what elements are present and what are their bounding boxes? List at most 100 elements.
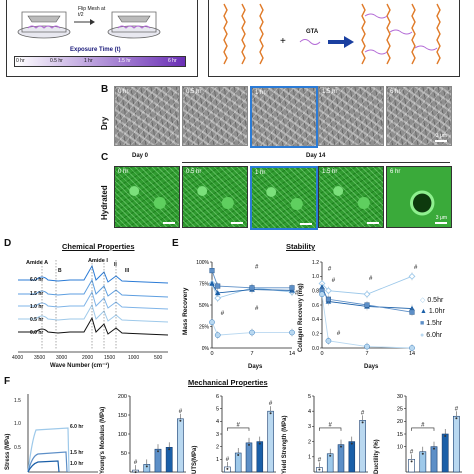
stability-legend: ◇ 0.5hr ▲ 1.0hr ■ 1.5hr ● 6.0hr [420, 296, 472, 344]
sem-tile-label: 1 hr [255, 90, 266, 96]
data-point [329, 454, 332, 457]
mesh-dish-illustration [17, 11, 161, 39]
hydrated-tile-label: 1 hr [255, 170, 266, 176]
sem-tile-label: 0 hr [118, 89, 129, 95]
significance-hash: # [269, 401, 273, 407]
sem-tile-label: 6 hr [390, 89, 401, 95]
exposure-tick-3: 1.5 hr [118, 58, 131, 64]
bar [165, 446, 173, 473]
stress-curve-1.5hr [27, 451, 68, 473]
sem-tile-6hr: 6 hr 3 μm [386, 86, 452, 146]
significance-hash: # [221, 311, 225, 317]
hydrated-tile-1.5hr: 1.5 hr [318, 166, 384, 228]
bar [408, 459, 415, 473]
sem-tile-1hr: 1 hr [250, 86, 318, 148]
exposure-time-label: Exposure Time (t) [70, 47, 121, 53]
data-point [289, 285, 295, 291]
stress-strain-chart [27, 394, 98, 473]
data-point [269, 412, 272, 415]
data-point [340, 445, 342, 448]
significance-bracket [227, 427, 250, 431]
ftir-xlabel: Wave Number (cm⁻¹) [50, 363, 110, 369]
exposure-tick-0: 0 hr [16, 58, 25, 64]
y-tick-label: 150 [118, 413, 127, 419]
panel-a: Flip Mesh at t/2 Exposure Time (t) 0 hr … [0, 0, 474, 78]
y-tick-label: 20 [397, 419, 403, 425]
stability-title: Stability [286, 242, 316, 251]
bar [267, 410, 274, 473]
significance-hash: # [414, 265, 418, 271]
curve-label-1hr: 1.0 hr [70, 461, 84, 467]
ftir-xtick-500: 500 [154, 355, 163, 361]
series-line [321, 290, 413, 313]
sem-scale-bar [435, 140, 447, 142]
data-point [325, 337, 332, 344]
significance-hash: # [328, 267, 332, 273]
significance-hash: # [255, 306, 259, 312]
data-point [249, 285, 255, 291]
y-tick-label: 3 [308, 424, 311, 430]
x-tick-label: 0 [210, 351, 213, 357]
scale-bar [367, 222, 379, 224]
y-tick-label: 1.2 [312, 260, 319, 266]
data-point [209, 319, 215, 326]
collagen-recovery-ylabel: Collagen Recovery (mg) [298, 283, 304, 352]
stress-curve-1hr [27, 460, 60, 473]
legend-marker-circle-icon: ● [420, 332, 425, 339]
data-point [289, 329, 295, 336]
data-point [410, 460, 413, 463]
significance-hash: # [179, 409, 183, 415]
bar [256, 441, 264, 473]
y-tick-label: 4 [216, 419, 219, 425]
y-tick-label: 0.2 [312, 331, 319, 337]
ftir-spectra-chart [18, 260, 169, 353]
y-tick-label: 0.0 [312, 346, 319, 352]
data-point [214, 332, 221, 338]
y-tick-label: 50 [121, 451, 127, 457]
data-point [145, 465, 148, 468]
ftir-trace-label-6hr: 6.0 hr [30, 277, 44, 283]
mass-recovery-xlabel: Days [248, 364, 263, 370]
panel-a-right-box [208, 0, 460, 77]
ftir-trace-line [18, 278, 169, 298]
significance-hash: # [134, 460, 138, 466]
crosslink-chemistry-illustration: + [223, 3, 441, 65]
y-tick-label: 15 [397, 432, 403, 438]
ftir-trace-line [18, 316, 169, 336]
panel-e-letter: E [172, 238, 179, 249]
bar [441, 433, 449, 473]
ftir-xtick-4000: 4000 [12, 355, 24, 361]
ductility-ylabel: Ductility (%) [374, 439, 380, 474]
panel-b-letter: B [101, 84, 109, 95]
y-tick-label: 1.0 [312, 274, 319, 280]
y-tick-label: 0.4 [312, 317, 319, 323]
mass-recovery-chart: 100% 75% 50% 25% 0%0 7 14 # # # # [196, 260, 298, 357]
sem-tile-0hr: 0 hr [114, 86, 180, 146]
ftir-trace-label-0hr: 0.0 hr [30, 330, 44, 336]
series-line [321, 294, 413, 349]
significance-hash: # [410, 449, 414, 455]
collagen-recovery-xlabel: Days [364, 364, 379, 370]
y-tick-label: 50% [199, 303, 210, 309]
exposure-tick-1: 0.5 hr [50, 58, 63, 64]
data-point [226, 467, 229, 470]
x-tick-label: 0 [320, 351, 323, 357]
data-point [319, 291, 325, 298]
yield-strength-bar-chart: 5 4 3 2 1 # # # [308, 394, 368, 473]
y-tick-label: 4 [308, 409, 311, 415]
series-line [211, 270, 292, 289]
hydrated-tile-label: 6 hr [390, 169, 401, 175]
hydrated-tile-label: 1.5 hr [322, 169, 338, 175]
series-line [211, 283, 293, 294]
series-line [211, 322, 292, 336]
legend-item-1.5hr: ■ 1.5hr [420, 320, 472, 332]
legend-marker-triangle-icon: ▲ [420, 308, 427, 315]
ftir-amide-i-label: Amide I [88, 258, 108, 264]
legend-item-0.5hr: ◇ 0.5hr [420, 296, 472, 308]
data-point [237, 454, 240, 456]
y-tick-label: 100% [196, 260, 209, 266]
youngs-modulus-bar-chart: 200 150 100 50 # # [118, 394, 186, 474]
data-point [157, 450, 159, 453]
significance-hash: # [318, 457, 322, 463]
legend-label: 6.0hr [426, 332, 443, 339]
